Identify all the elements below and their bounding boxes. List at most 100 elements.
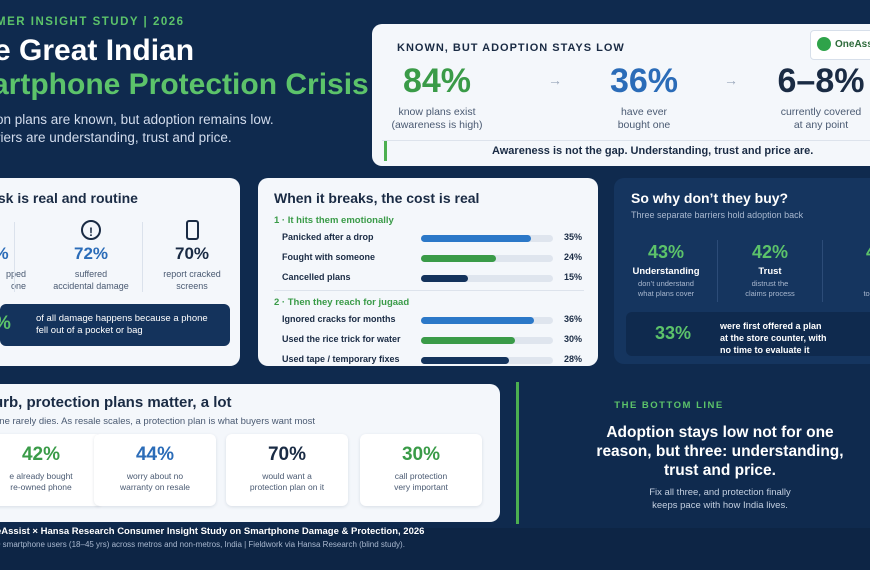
- bottom-line-sub-line1: Fix all three, and protection finally: [649, 487, 791, 498]
- risk-stat-damage-line1: suffered: [74, 269, 108, 279]
- bar-row: Panicked after a drop 35%: [282, 231, 588, 245]
- store-counter-callout: 33% were first offered a plan at the sto…: [626, 312, 870, 356]
- risk-stat-damage-value: 72%: [73, 244, 109, 263]
- barrier-trust-value: 42%: [751, 242, 789, 262]
- curb-tile-want-plan: 70% would want a protection plan on it: [226, 434, 348, 506]
- curb-tile-preowned-line2: re-owned phone: [10, 482, 72, 492]
- risk-stat-damage-line2: accidental damage: [53, 281, 129, 291]
- barrier-trust-title: Trust: [758, 266, 782, 277]
- divider: [717, 240, 718, 302]
- curb-card: urb, protection plans matter, a lot one …: [0, 384, 500, 522]
- barrier-understanding-line1: don’t understand: [638, 279, 694, 288]
- why-heading: So why don’t they buy?: [631, 190, 789, 206]
- bottom-line-headline-line1: Adoption stays low not for one: [606, 424, 834, 441]
- risk-stat-dropped-label: pped one: [0, 268, 26, 292]
- subtitle-line2: riers are understanding, trust and price…: [0, 130, 232, 145]
- bar-track: [421, 235, 553, 242]
- bottom-line-accent: [516, 382, 519, 524]
- brand-logo: OneAssist: [810, 30, 870, 60]
- divider: [274, 290, 584, 291]
- bottom-line-headline: Adoption stays low not for one reason, b…: [580, 423, 860, 480]
- stat-covered-line2: at any point: [793, 119, 849, 131]
- curb-tile-warranty-value: 44%: [135, 444, 175, 465]
- bar-value: 28%: [564, 354, 583, 364]
- risk-stat-damage: ! 72% suffered accidental damage: [40, 220, 142, 292]
- curb-heading: urb, protection plans matter, a lot: [0, 394, 232, 411]
- arrow-right-icon: →: [548, 72, 562, 88]
- footer-source: eAssist × Hansa Research Consumer Insigh…: [0, 526, 425, 537]
- barrier-understanding: 43% Understanding don’t understand what …: [616, 242, 716, 299]
- divider: [14, 222, 15, 292]
- bar-label: Ignored cracks for months: [282, 314, 396, 324]
- known-heading: KNOWN, BUT ADOPTION STAYS LOW: [397, 42, 625, 54]
- bar-value: 30%: [564, 334, 583, 344]
- store-counter-line2: at the store counter, with: [720, 333, 827, 343]
- barrier-price-title: Pr: [826, 266, 870, 277]
- risk-callout-text: of all damage happens because a phone fe…: [36, 313, 208, 337]
- bar-fill: [421, 337, 516, 344]
- barrier-trust-line1: distrust the: [751, 279, 789, 288]
- bar-row: Cancelled plans 15%: [282, 271, 588, 285]
- bar-row: Used the rice trick for water 30%: [282, 333, 588, 347]
- barrier-understanding-title: Understanding: [632, 266, 700, 277]
- curb-tile-warranty-line1: worry about no: [126, 471, 184, 481]
- bar-label: Cancelled plans: [282, 272, 351, 282]
- risk-stat-cracked-value: 70%: [174, 244, 210, 263]
- bar-track: [421, 337, 553, 344]
- curb-tile-want-plan-value: 70%: [267, 444, 307, 465]
- risk-stat-dropped-line2: one: [10, 281, 26, 291]
- bottom-line-sub-line2: keeps pace with how India lives.: [652, 500, 788, 511]
- risk-stat-cracked-label: report cracked screens: [146, 268, 238, 292]
- barrier-trust: 42% Trust distrust the claims process: [720, 242, 820, 299]
- curb-tile-preowned-value: 42%: [21, 444, 61, 465]
- bar-label: Used tape / temporary fixes: [282, 354, 400, 364]
- breaks-heading: When it breaks, the cost is real: [274, 190, 480, 206]
- stat-bought-line1: have ever: [620, 106, 668, 118]
- section-jugaad: 2 · Then they reach for jugaad: [274, 297, 410, 308]
- stat-covered-value: 6–8%: [777, 62, 865, 100]
- stat-awareness-line2: (awareness is high): [391, 119, 483, 131]
- risk-stat-dropped: % pped one: [0, 220, 26, 292]
- barrier-trust-desc: distrust the claims process: [720, 279, 820, 299]
- risk-callout: % of all damage happens because a phone …: [0, 304, 230, 346]
- divider: [142, 222, 143, 292]
- bar-track: [421, 357, 553, 364]
- bar-row: Fought with someone 24%: [282, 251, 588, 265]
- barrier-understanding-desc: don’t understand what plans cover: [616, 279, 716, 299]
- bar-fill: [421, 255, 497, 262]
- curb-tile-warranty-line2: warranty on resale: [120, 482, 190, 492]
- barrier-price-desc: find too hig: [826, 279, 870, 299]
- curb-tile-want-plan-line2: protection plan on it: [249, 482, 325, 492]
- stat-covered-line1: currently covered: [780, 106, 862, 118]
- curb-tile-warranty: 44% worry about no warranty on resale: [94, 434, 216, 506]
- bar-track: [421, 317, 553, 324]
- store-counter-value: 33%: [655, 323, 692, 343]
- bar-fill: [421, 235, 531, 242]
- curb-tile-preowned-label: e already bought re-owned phone: [0, 471, 102, 493]
- curb-tile-important-value: 30%: [401, 444, 441, 465]
- bar-fill: [421, 275, 469, 282]
- why-card: So why don’t they buy? Three separate ba…: [614, 178, 870, 364]
- stat-covered-label: currently covered at any point: [746, 106, 870, 132]
- logo-mark-icon: [817, 37, 831, 51]
- cracked-phone-icon: [185, 220, 199, 240]
- curb-tile-want-plan-label: would want a protection plan on it: [226, 471, 348, 493]
- curb-tile-warranty-label: worry about no warranty on resale: [94, 471, 216, 493]
- risk-callout-line2: fell out of a pocket or bag: [36, 325, 143, 336]
- curb-tile-important-line2: very important: [394, 482, 448, 492]
- risk-stat-cracked-line1: report cracked: [163, 269, 221, 279]
- stat-awareness-value: 84%: [402, 62, 472, 100]
- footer-method: 0 smartphone users (18–45 yrs) across me…: [0, 540, 405, 549]
- stat-awareness-line1: know plans exist: [398, 106, 476, 118]
- stat-bought-label: have ever bought one: [569, 106, 719, 132]
- stat-awareness-label: know plans exist (awareness is high): [372, 106, 512, 132]
- breaks-card: When it breaks, the cost is real 1 · It …: [258, 178, 598, 366]
- risk-callout-value: %: [0, 313, 11, 335]
- barrier-price-line1: find: [826, 279, 870, 289]
- store-counter-text: were first offered a plan at the store c…: [720, 320, 827, 356]
- risk-stat-cracked: 70% report cracked screens: [146, 220, 238, 292]
- kicker: MER INSIGHT STUDY | 2026: [0, 16, 185, 28]
- banner-accent: [384, 141, 387, 161]
- curb-tile-want-plan-line1: would want a: [262, 471, 312, 481]
- why-subtitle: Three separate barriers hold adoption ba…: [631, 210, 804, 220]
